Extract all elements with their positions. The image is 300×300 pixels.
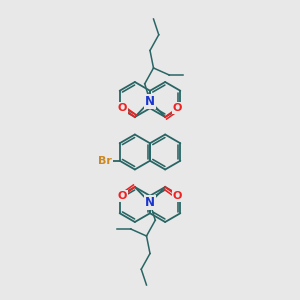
Text: O: O (118, 191, 127, 201)
Text: O: O (173, 103, 182, 113)
Text: O: O (173, 191, 182, 201)
Text: Br: Br (98, 156, 112, 166)
Text: N: N (145, 95, 155, 108)
Text: O: O (118, 103, 127, 113)
Text: N: N (145, 196, 155, 209)
